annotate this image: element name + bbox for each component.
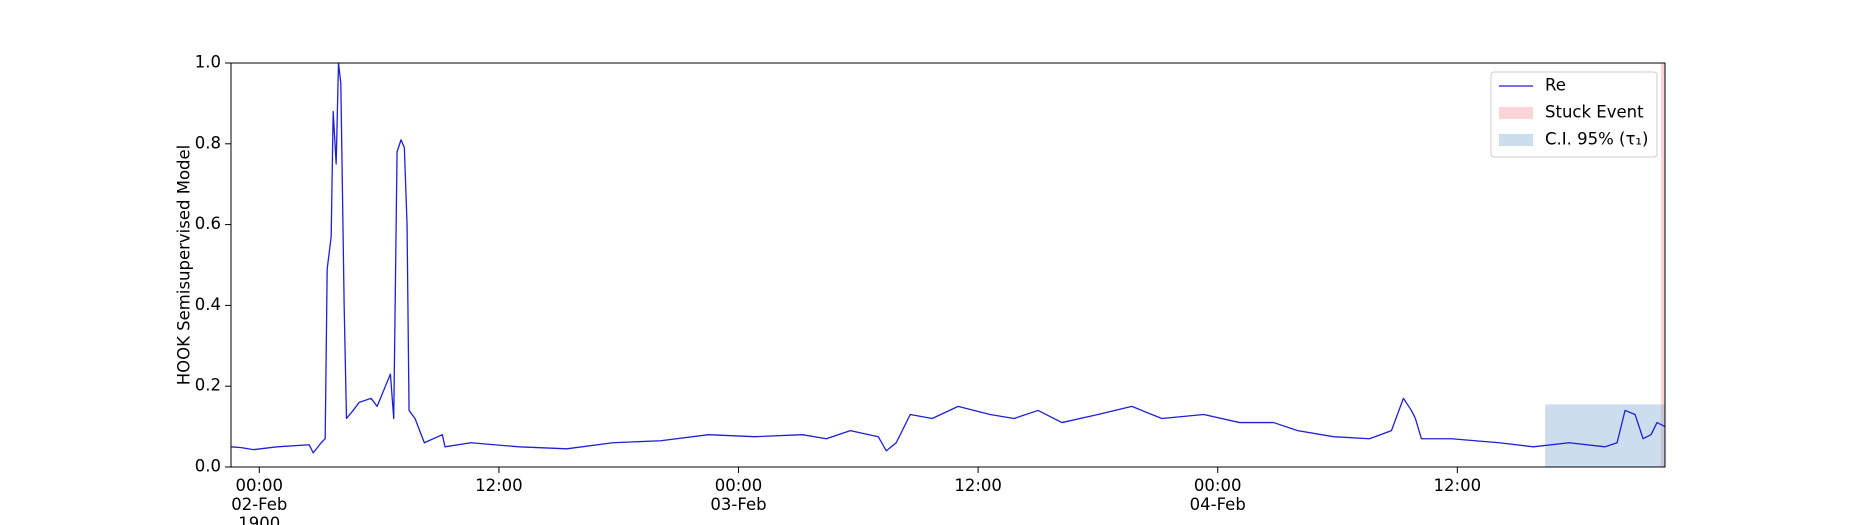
span <box>1545 404 1665 467</box>
legend-label: C.I. 95% (τ₁) <box>1545 130 1648 149</box>
line <box>230 62 1666 454</box>
span <box>1661 63 1665 467</box>
legend-box <box>1490 71 1658 158</box>
y-tick-label: 0.4 <box>195 295 221 314</box>
y-tick-label: 0.2 <box>195 376 221 395</box>
x-tick-label: 12:00 <box>475 476 523 495</box>
x-tick-label: 00:00 03-Feb <box>710 476 767 514</box>
y-axis-label: HOOK Semisupervised Model <box>175 145 194 386</box>
x-tick-label: 00:00 02-Feb 1900 <box>231 476 288 525</box>
y-tick-label: 1.0 <box>195 53 221 72</box>
plot-frame <box>230 62 1666 468</box>
legend-swatch <box>1499 134 1533 146</box>
legend-label: Stuck Event <box>1545 103 1644 122</box>
legend-label: Re <box>1545 76 1566 95</box>
legend-swatch <box>1499 107 1533 119</box>
x-tick-label: 12:00 <box>1433 476 1482 495</box>
y-tick-label: 0.8 <box>195 133 221 152</box>
y-tick-label: 0.0 <box>195 457 221 476</box>
x-tick-label: 12:00 <box>954 476 1002 495</box>
y-tick-label: 0.6 <box>195 214 221 233</box>
x-tick-label: 00:00 04-Feb <box>1189 476 1246 514</box>
